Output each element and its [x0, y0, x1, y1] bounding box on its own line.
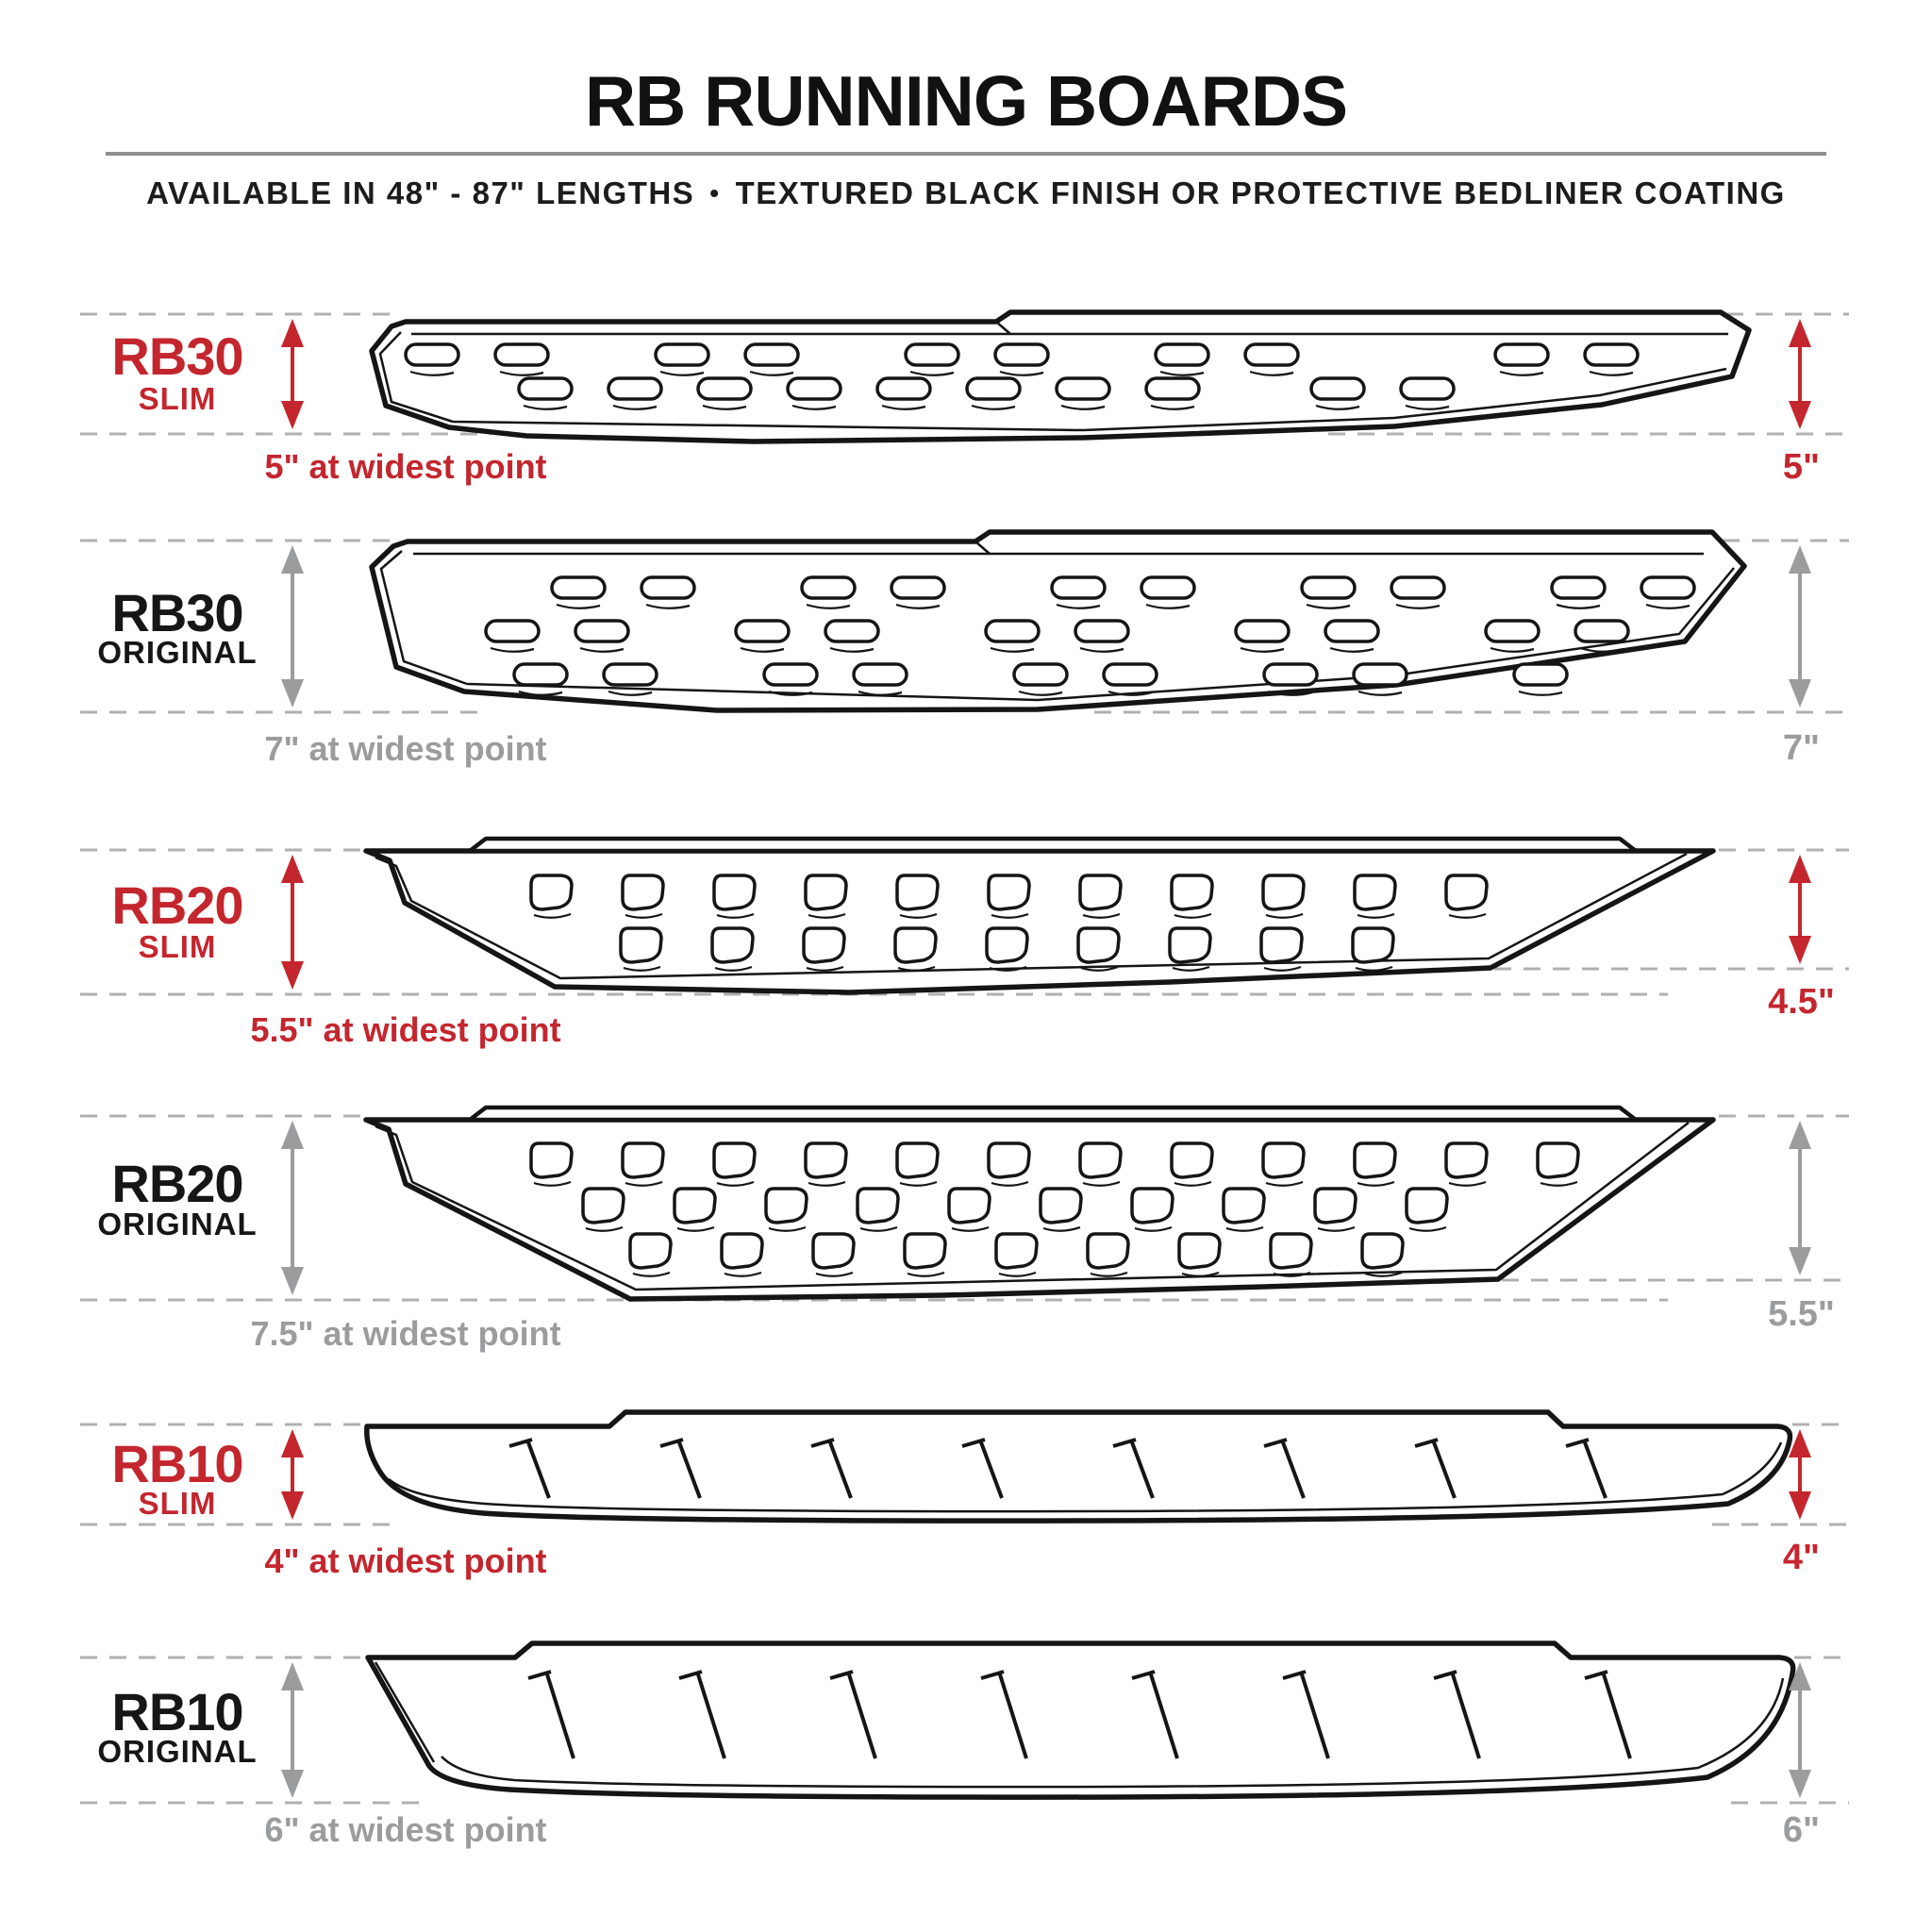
- rb30-original-right-dimension: 7": [1782, 728, 1821, 768]
- subtitle-lengths: AVAILABLE IN 48" - 87" LENGTHS: [146, 175, 695, 210]
- rb30-original-right-arrow: [1789, 545, 1811, 708]
- rb30-original-widest-caption: 7" at widest point: [264, 729, 547, 768]
- rb10-original-left-arrow: [281, 1662, 304, 1798]
- rb20-original-right-dimension: 5.5": [1768, 1294, 1835, 1334]
- rb10-slim-widest-caption: 4" at widest point: [264, 1541, 547, 1580]
- rb30-slim-widest-caption: 5" at widest point: [264, 447, 547, 486]
- rb10-slim-board-drawing: [364, 1409, 1793, 1524]
- rb30-slim-right-arrow: [1789, 319, 1811, 429]
- rb10-original-right-arrow: [1789, 1662, 1811, 1798]
- page-title: RB RUNNING BOARDS: [585, 61, 1348, 141]
- rb10-slim-left-arrow: [281, 1429, 304, 1520]
- rb10-original-dimension-guides: [80, 1656, 1849, 1805]
- rb30-slim-variant-label: SLIM: [138, 381, 217, 416]
- rb20-slim-dimension-guides: [80, 848, 1849, 996]
- rb30-original-model-label: RB30: [111, 583, 243, 642]
- rb10-original-widest-caption: 6" at widest point: [264, 1810, 547, 1849]
- subtitle-finish: TEXTURED BLACK FINISH OR PROTECTIVE BEDL…: [735, 175, 1786, 210]
- rb30-original-board-drawing: [369, 529, 1747, 713]
- rb30-slim-model-label: RB30: [111, 326, 243, 386]
- rb20-slim-board-drawing: [363, 836, 1716, 995]
- rb20-original-board-drawing: [363, 1105, 1716, 1302]
- rb30-slim-board-drawing: [369, 309, 1752, 444]
- rb30-slim-dimension-guides: [80, 312, 1849, 436]
- page-subtitle: AVAILABLE IN 48" - 87" LENGTHS • TEXTURED …: [0, 175, 1932, 211]
- rb20-slim-right-arrow: [1789, 855, 1811, 964]
- rb20-slim-right-dimension: 4.5": [1768, 982, 1835, 1022]
- subtitle-bullet: •: [709, 178, 721, 208]
- rb20-original-right-arrow: [1789, 1121, 1811, 1275]
- rb10-slim-model-label: RB10: [111, 1434, 243, 1493]
- rb10-original-variant-label: ORIGINAL: [97, 1734, 258, 1769]
- rb30-original-dimension-guides: [80, 539, 1849, 714]
- rb20-original-left-arrow: [281, 1121, 304, 1295]
- rb10-original-right-dimension: 6": [1782, 1810, 1821, 1850]
- rb10-slim-variant-label: SLIM: [138, 1486, 217, 1521]
- rb10-slim-dimension-guides: [80, 1423, 1849, 1526]
- rb20-original-dimension-guides: [80, 1114, 1849, 1302]
- rb10-slim-right-dimension: 4": [1782, 1538, 1821, 1577]
- rb20-original-variant-label: ORIGINAL: [97, 1207, 258, 1241]
- rb30-original-left-arrow: [281, 545, 304, 708]
- rb10-original-model-label: RB10: [111, 1682, 243, 1741]
- rb20-slim-widest-caption: 5.5" at widest point: [250, 1010, 561, 1049]
- rb30-original-variant-label: ORIGINAL: [97, 635, 258, 670]
- title-divider: [106, 152, 1826, 156]
- rb10-slim-right-arrow: [1789, 1429, 1811, 1520]
- rb30-slim-right-dimension: 5": [1782, 447, 1821, 487]
- rb30-slim-left-arrow: [281, 319, 304, 429]
- rb10-original-board-drawing: [365, 1641, 1796, 1800]
- rb20-original-model-label: RB20: [111, 1154, 243, 1213]
- rb20-slim-variant-label: SLIM: [138, 929, 217, 964]
- rb20-slim-left-arrow: [281, 855, 304, 990]
- rb20-original-widest-caption: 7.5" at widest point: [250, 1314, 561, 1353]
- rb20-slim-model-label: RB20: [111, 875, 243, 935]
